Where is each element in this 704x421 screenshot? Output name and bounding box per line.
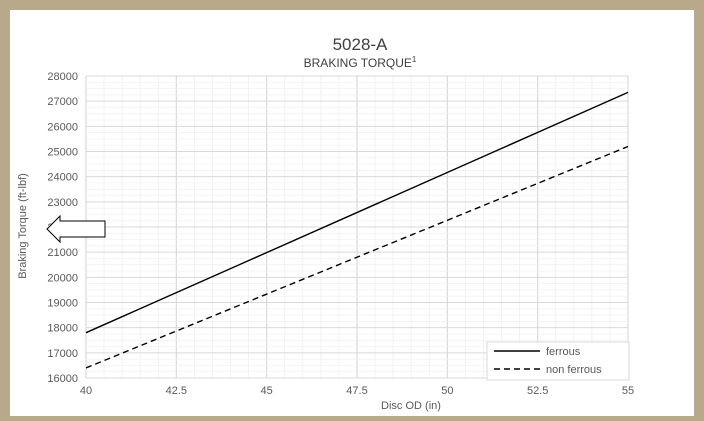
y-tick-label: 27000 — [47, 96, 78, 108]
legend: ferrous non ferrous — [486, 341, 630, 381]
chart-svg: 5028-A BRAKING TORQUE1 16000 17000 18000 19… — [17, 35, 634, 412]
chart-subtitle-superscript: 1 — [412, 55, 417, 64]
y-tick-label: 25000 — [47, 147, 78, 159]
x-tick-label: 50 — [441, 385, 453, 397]
series-line-ferrous — [85, 91, 629, 334]
x-tick-label: 55 — [622, 385, 634, 397]
y-tick-label: 23000 — [47, 197, 78, 209]
chart-title: 5028-A — [333, 35, 388, 54]
x-tick-label: 40 — [80, 385, 92, 397]
grid-lines — [85, 75, 629, 379]
legend-box — [486, 341, 630, 381]
y-tick-label: 16000 — [47, 373, 78, 385]
x-tick-label: 52.5 — [527, 385, 548, 397]
x-tick-label: 45 — [261, 385, 273, 397]
y-tick-label: 18000 — [47, 323, 78, 335]
chart-frame: 5028-A BRAKING TORQUE1 16000 17000 18000 19… — [10, 10, 694, 416]
x-axis-label: Disc OD (in) — [381, 400, 441, 412]
x-tick-label: 47.5 — [346, 385, 367, 397]
y-tick-label: 19000 — [47, 298, 78, 310]
y-tick-label: 21000 — [47, 247, 78, 259]
y-axis-ticks: 1600017000180001900020000210002200023000… — [47, 71, 78, 385]
series-lines — [85, 91, 629, 369]
x-tick-label: 42.5 — [166, 385, 187, 397]
y-tick-label: 28000 — [47, 71, 78, 83]
y-tick-label: 26000 — [47, 121, 78, 133]
chart-subtitle-text: BRAKING TORQUE — [304, 56, 412, 70]
y-axis-label: Braking Torque (ft-lbf) — [17, 173, 29, 279]
y-tick-label: 20000 — [47, 272, 78, 284]
x-axis-ticks: 40 42.5 45 47.5 50 52.5 55 — [80, 385, 634, 397]
chart-subtitle: BRAKING TORQUE1 — [304, 55, 417, 70]
legend-label-non-ferrous: non ferrous — [546, 364, 602, 376]
y-tick-label: 24000 — [47, 172, 78, 184]
legend-label-ferrous: ferrous — [546, 346, 581, 358]
y-tick-label: 17000 — [47, 348, 78, 360]
series-line-non-ferrous — [85, 145, 629, 369]
left-arrow-icon — [46, 214, 106, 244]
